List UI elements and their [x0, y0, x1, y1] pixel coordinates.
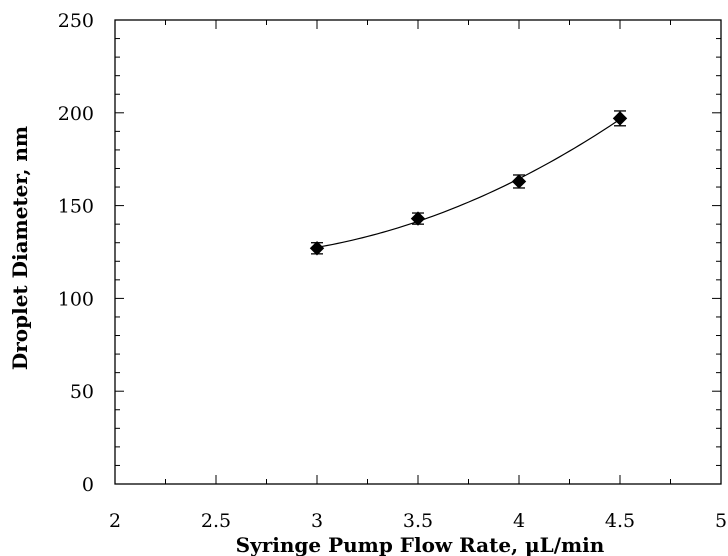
x-tick-label: 3.5 — [403, 510, 433, 532]
y-tick-label: 150 — [58, 196, 94, 218]
data-point-marker — [309, 241, 325, 256]
data-series — [309, 110, 628, 256]
tick-marks — [114, 19, 722, 485]
y-tick-label: 50 — [70, 381, 94, 403]
x-tick-label: 4 — [513, 510, 525, 532]
y-axis-title: Droplet Diameter, nm — [8, 126, 32, 370]
plot-frame — [114, 19, 722, 485]
y-tick-label: 250 — [58, 10, 94, 32]
y-tick-label: 0 — [82, 474, 94, 496]
x-tick-label: 5 — [715, 510, 727, 532]
y-tick-label: 200 — [58, 103, 94, 125]
data-point-marker — [511, 174, 527, 189]
data-point-marker — [612, 111, 628, 126]
x-tick-label: 4.5 — [605, 510, 635, 532]
x-tick-label: 3 — [311, 510, 323, 532]
x-tick-label: 2 — [109, 510, 121, 532]
trend-curve — [316, 118, 621, 248]
x-tick-label: 2.5 — [201, 510, 231, 532]
y-tick-label: 100 — [58, 288, 94, 310]
x-axis-title: Syringe Pump Flow Rate, μL/min — [236, 533, 605, 556]
data-point-marker — [410, 211, 426, 226]
